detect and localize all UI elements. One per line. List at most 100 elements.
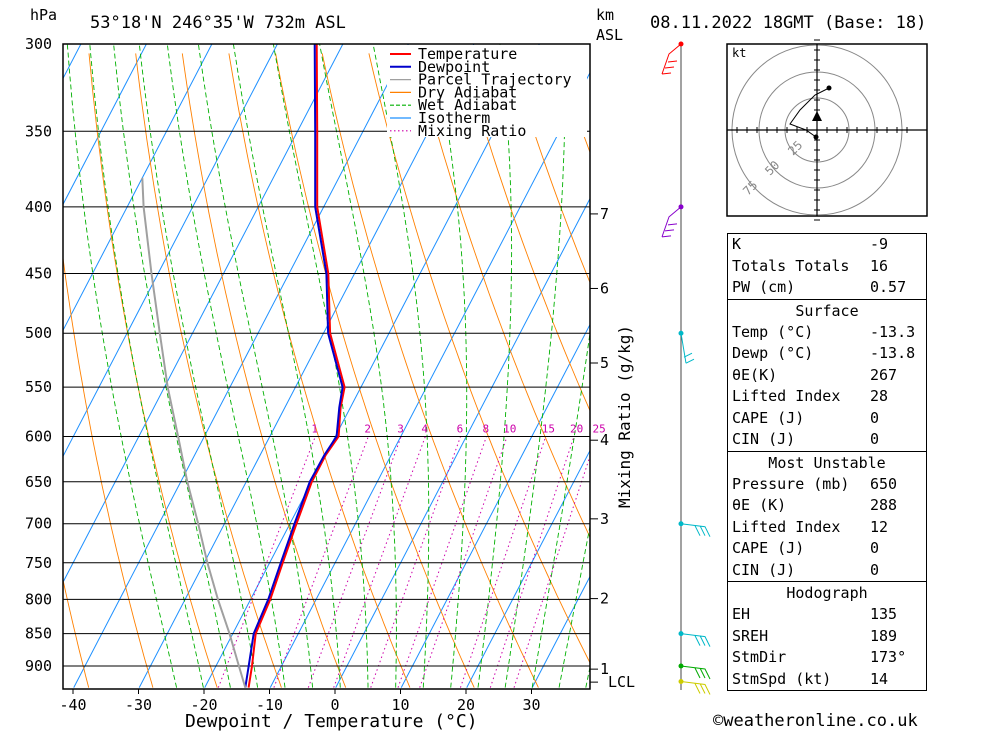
stat-value: 0 [870,539,880,557]
isotherm-line [63,44,147,206]
km-tick-label: 1 [600,660,609,678]
pressure-tick-label: 400 [25,198,52,216]
y-axis-ticks: 300 350 400 450 500 550 600 650 700 750 800 850 900 [25,35,52,675]
series-dewpoint [244,44,344,688]
dry-adiabat-line [415,53,590,539]
mixing-ratio-label: 25 [592,422,605,435]
stat-value: -13.8 [870,344,916,362]
wet-adiabat-line [232,44,341,688]
dry-adiabat-line [321,53,539,688]
dry-adiabat-line [368,53,590,664]
stat-row: StmDir 173° [728,647,926,669]
stat-label: PW (cm) [732,278,796,296]
x-axis-label: Dewpoint / Temperature (°C) [185,711,478,732]
location-title: 53°18'N 246°35'W 732m ASL [90,13,346,33]
pressure-tick-label: 900 [25,657,52,675]
isotherm-line [138,44,475,688]
stat-row: StmSpd (kt) 14 [728,669,926,691]
stat-label: StmDir [732,648,787,666]
stat-row: K -9 [728,234,926,256]
section-title: Surface [795,301,859,320]
legend-label: Dewpoint [418,58,490,76]
legend-label: Isotherm [418,109,490,127]
isotherm-line [204,44,540,688]
indices-section: K -9 Totals Totals 16 PW (cm) 0.57 [727,233,927,299]
mixing-ratio-labels: 1 2 3 4 6 8 10 15 20 25 [311,422,605,435]
stat-row: EH 135 [728,604,926,626]
most-unstable-section: Most Unstable Pressure (mb) 650 θE (K) 288 Li… [727,450,927,581]
legend-label: Mixing Ratio [418,122,526,140]
stat-value: 12 [870,517,889,536]
hodograph-section: Hodograph EH 135 SREH 189 StmDir 173° StmSpd (k… [727,581,927,691]
isotherm-line [335,197,590,688]
km-tick-label: 5 [600,354,609,372]
mixing-ratio-line [489,436,575,688]
stat-value: 0 [870,560,880,579]
x-tick-label: 20 [457,696,475,714]
stat-label: CAPE (J) [732,408,805,427]
section-title: Hodograph [786,584,868,602]
pressure-tick-label: 600 [25,427,52,445]
copyright-text: ©weatheronline.co.uk [713,711,918,731]
stat-row: PW (cm) 0.57 [728,277,926,299]
wet-adiabat-line [504,44,566,688]
stat-row: SREH 189 [728,626,926,648]
hodograph-end-point [826,85,832,91]
pressure-tick-label: 500 [25,324,52,342]
pressure-tick-label: 300 [25,35,52,53]
mixing-ratio-line [459,436,547,688]
dry-adiabat-line [508,53,590,284]
wet-adiabat-line [477,44,513,688]
stat-row: Dewp (°C) -13.8 [728,343,926,365]
km-unit-label: km [596,6,614,24]
km-tick-label: LCL [608,673,635,691]
background-lines [63,44,590,688]
stat-label: SREH [732,626,769,645]
wet-adiabat-line [372,44,430,688]
isotherm-line [531,575,590,688]
x-tick-label: 0 [330,696,339,714]
dry-adiabat-line [63,254,154,688]
mixing-ratio-label: 2 [364,422,371,435]
mixing-ratio-label: 15 [542,422,555,435]
stat-row: θE (K) 288 [728,495,926,517]
x-tick-label: 30 [522,696,540,714]
series-parcel-trajectory [141,177,247,688]
stat-label: θE (K) [732,496,787,514]
mixing-ratio-line [397,436,487,688]
mixing-ratio-line [513,454,590,688]
isotherm-line [269,71,590,688]
hodograph-unit: kt [732,46,746,60]
isotherm-line [73,44,409,688]
legend-label: Wet Adiabat [418,96,517,114]
mixing-ratio-label: 10 [503,422,516,435]
stat-row: CAPE (J) 0 [728,408,926,430]
x-axis-ticks: -40 -30 -20 -10 0 10 20 30 [59,689,541,714]
datetime-title: 08.11.2022 18GMT (Base: 18) [650,13,926,33]
dry-adiabat-line [88,53,218,688]
dry-adiabat-line [461,53,590,412]
pressure-tick-label: 450 [25,265,52,283]
isotherm-line [400,323,590,688]
hodograph-trace [789,87,830,138]
mixing-ratio-label: 1 [311,422,318,435]
mixing-ratio-label: 20 [570,422,583,435]
wet-adiabat-line [66,44,178,688]
stat-value: 16 [870,256,889,275]
stat-row: Temp (°C) -13.3 [728,322,926,344]
isotherm-line [466,449,590,688]
wet-adiabat-line [319,44,397,688]
stat-value: 288 [870,496,898,514]
mixing-ratio-line [273,436,369,688]
hodograph-start-point [813,134,819,140]
stat-value: 0.57 [870,278,907,296]
stat-row: θE(K) 267 [728,365,926,387]
wet-adiabat-line [89,44,204,688]
isotherm-line [63,44,213,332]
stat-value: 0 [870,408,880,427]
km-tick-label: 7 [600,205,609,223]
